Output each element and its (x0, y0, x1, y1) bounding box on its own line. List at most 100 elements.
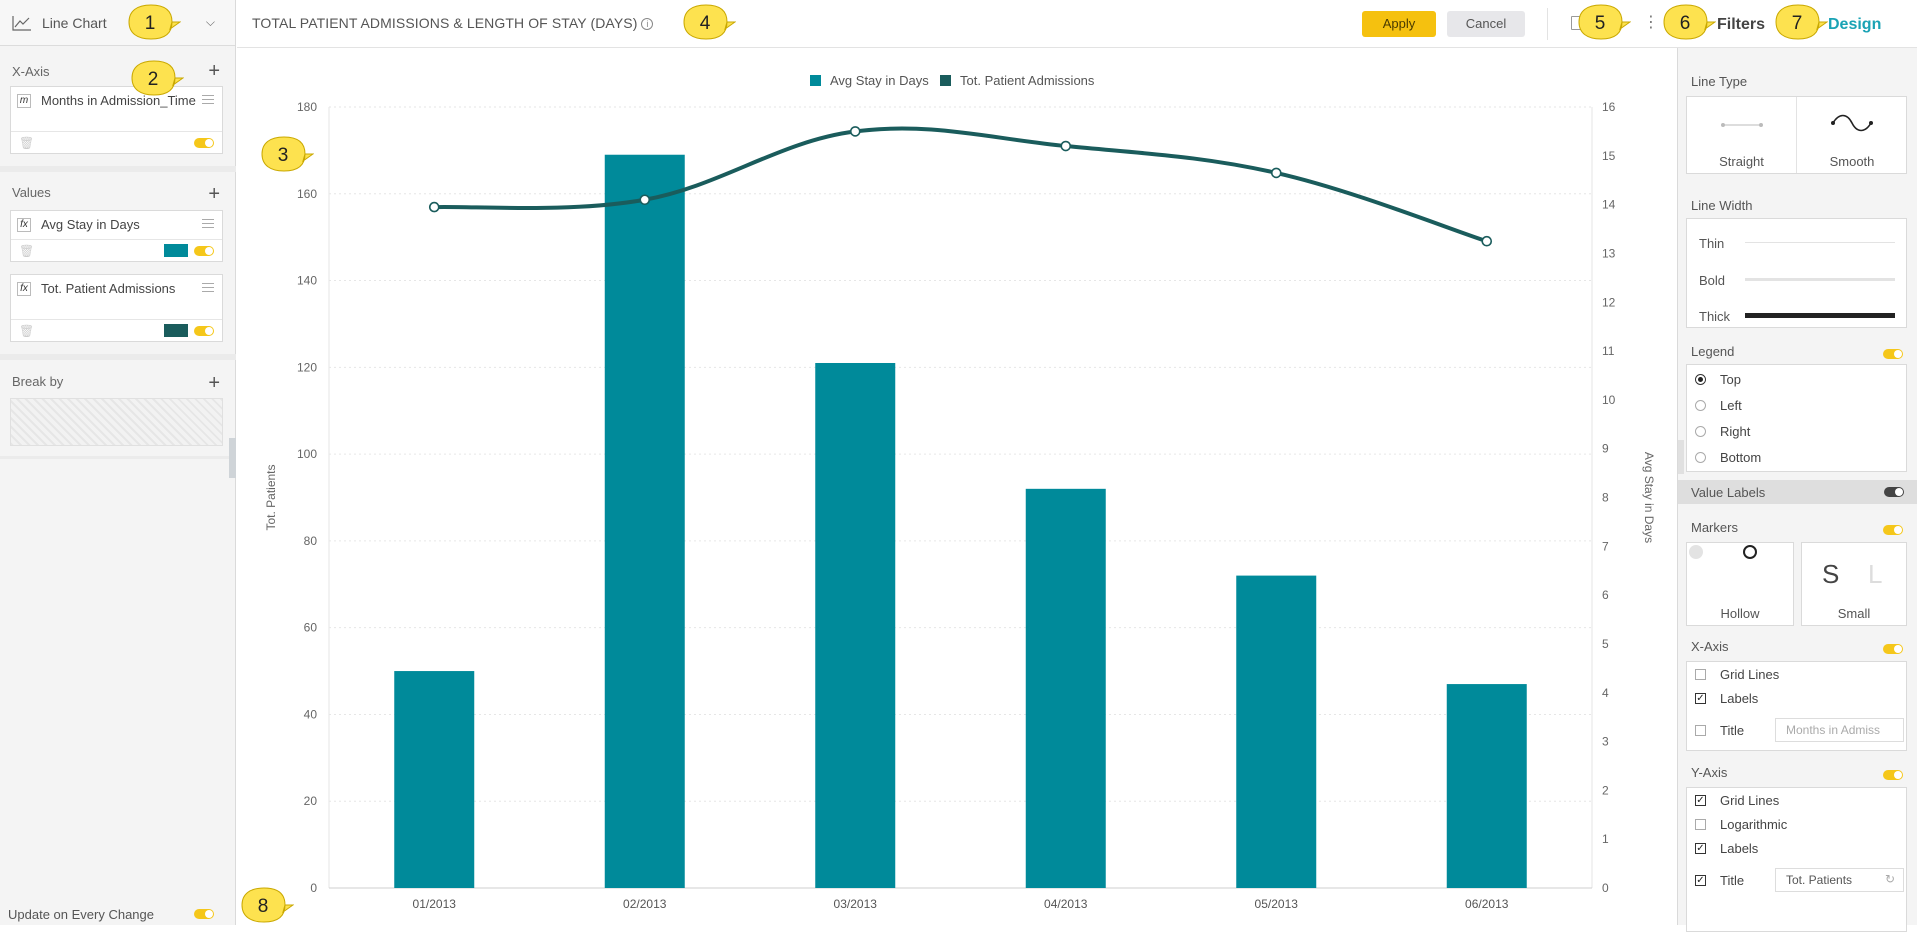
x-grid-lines-option[interactable]: Grid Lines (1695, 667, 1779, 682)
y-grid-lines-label: Grid Lines (1720, 793, 1780, 808)
checkbox-checked[interactable]: ✓ (1695, 693, 1706, 704)
y-axis-toggle[interactable] (1883, 770, 1903, 780)
drag-handle-icon[interactable] (202, 95, 214, 105)
legend-toggle[interactable] (1883, 349, 1903, 359)
y-grid-lines-option[interactable]: ✓ Grid Lines (1695, 793, 1779, 808)
left-tick-label: 0 (310, 881, 317, 895)
checkbox[interactable] (1695, 725, 1706, 736)
x-title-label: Title (1720, 723, 1745, 738)
legend-left-option[interactable]: Left (1695, 398, 1742, 413)
design-panel: Line Type Straight Smooth Line Width Thi… (1677, 48, 1917, 932)
legend-right-label: Right (1720, 424, 1751, 439)
left-tick-label: 60 (304, 621, 318, 635)
value-field-toggle[interactable] (194, 325, 214, 336)
hollow-marker-icon (1743, 545, 1757, 559)
checkbox-checked[interactable]: ✓ (1695, 795, 1706, 806)
right-tick-label: 0 (1602, 881, 1609, 895)
x-title-option[interactable]: Title (1695, 723, 1744, 738)
value-field-card[interactable]: fx Tot. Patient Admissions 🗑 (10, 274, 223, 342)
y-axis-options: ✓ Grid Lines Logarithmic ✓ Labels ✓ Title T… (1686, 787, 1907, 932)
value-field-card[interactable]: fx Avg Stay in Days 🗑 (10, 210, 223, 262)
callout-bubble-icon: 1 (128, 4, 182, 40)
line-width-bold[interactable]: Bold (1699, 273, 1726, 288)
tab-design[interactable]: Design (1828, 16, 1882, 33)
cancel-button[interactable]: Cancel (1447, 11, 1525, 37)
series-color-swatch[interactable] (164, 324, 188, 337)
radio[interactable] (1695, 426, 1706, 437)
y-title-label: Title (1720, 873, 1745, 888)
marker-style-option[interactable]: Hollow (1686, 542, 1794, 626)
trash-icon[interactable]: 🗑 (19, 135, 35, 150)
section-divider (0, 354, 236, 360)
chevron-down-icon[interactable]: ⌵ (205, 15, 215, 29)
right-tick-label: 6 (1602, 588, 1609, 602)
line-width-thick[interactable]: Thick (1699, 309, 1731, 324)
y-labels-option[interactable]: ✓ Labels (1695, 841, 1758, 856)
legend-top-option[interactable]: Top (1695, 372, 1741, 387)
more-options-icon[interactable]: ⋮ (1643, 14, 1659, 31)
series-color-swatch[interactable] (164, 244, 188, 257)
marker-size-option[interactable]: S L Small (1801, 542, 1907, 626)
x-axis-field-toggle[interactable] (194, 137, 214, 148)
legend-right-option[interactable]: Right (1695, 424, 1750, 439)
y-axis-title-input[interactable]: Tot. Patients ↻ (1775, 868, 1904, 892)
radio[interactable] (1695, 452, 1706, 463)
apply-button[interactable]: Apply (1362, 11, 1436, 37)
legend-bottom-option[interactable]: Bottom (1695, 450, 1761, 465)
trash-icon[interactable]: 🗑 (19, 243, 35, 258)
line-width-options: Thin Bold Thick (1686, 218, 1907, 328)
add-break-by-button[interactable]: + (208, 372, 220, 394)
value-field-label: Avg Stay in Days (41, 217, 140, 232)
checkbox[interactable] (1695, 669, 1706, 680)
radio[interactable] (1695, 400, 1706, 411)
thick-line-preview (1745, 313, 1895, 318)
tab-filters[interactable]: Filters (1717, 16, 1766, 33)
y-logarithmic-option[interactable]: Logarithmic (1695, 817, 1787, 832)
right-tick-label: 8 (1602, 491, 1609, 505)
add-x-axis-field-button[interactable]: + (208, 60, 220, 82)
checkbox[interactable] (1695, 819, 1706, 830)
x-axis-field-card[interactable]: m Months in Admission_Time 🗑 (10, 86, 223, 154)
value-field-toggle[interactable] (194, 245, 214, 256)
value-labels-toggle[interactable] (1884, 487, 1904, 497)
marker-style-label: Hollow (1720, 606, 1760, 621)
line-type-straight[interactable]: Straight (1687, 97, 1797, 173)
update-on-change-toggle[interactable] (194, 909, 214, 919)
callout-6: 6 (1660, 2, 1717, 42)
x-axis-title-input[interactable]: Months in Admiss (1775, 718, 1904, 742)
right-panel-collapse-handle[interactable] (1678, 440, 1684, 474)
left-panel-collapse-handle[interactable] (229, 438, 236, 478)
info-icon[interactable]: i (641, 18, 654, 30)
radio-selected[interactable] (1695, 374, 1706, 385)
trash-icon[interactable]: 🗑 (19, 323, 35, 338)
widget-title[interactable]: TOTAL PATIENT ADMISSIONS & LENGTH OF STA… (252, 15, 654, 31)
line-width-thin[interactable]: Thin (1699, 236, 1725, 251)
bar (1446, 684, 1527, 888)
field-type-badge: m (17, 94, 31, 108)
line-type-smooth[interactable]: Smooth (1797, 97, 1907, 173)
add-value-button[interactable]: + (208, 183, 220, 205)
break-by-drop-zone[interactable] (10, 398, 223, 446)
x-labels-option[interactable]: ✓ Labels (1695, 691, 1758, 706)
reset-icon[interactable]: ↻ (1884, 872, 1895, 886)
x-tick-label: 06/2013 (1465, 897, 1509, 911)
right-tick-label: 9 (1602, 442, 1609, 456)
x-tick-label: 01/2013 (413, 897, 457, 911)
drag-handle-icon[interactable] (202, 283, 214, 293)
y-title-option[interactable]: ✓ Title (1695, 873, 1744, 888)
legend-swatch (940, 75, 951, 86)
checkbox-checked[interactable]: ✓ (1695, 875, 1706, 886)
markers-title: Markers (1691, 520, 1738, 535)
value-labels-row: Value Labels (1678, 480, 1917, 504)
left-tick-label: 80 (304, 534, 318, 548)
chart-type-selector[interactable]: Line Chart ⌵ (0, 0, 235, 46)
x-axis-toggle[interactable] (1883, 644, 1903, 654)
callout-number: 1 (145, 13, 156, 34)
design-y-axis-title: Y-Axis (1691, 765, 1728, 780)
right-tick-label: 3 (1602, 735, 1609, 749)
markers-toggle[interactable] (1883, 525, 1903, 535)
checkbox-checked[interactable]: ✓ (1695, 843, 1706, 854)
callout-8: 8 (238, 885, 295, 925)
drag-handle-icon[interactable] (202, 219, 214, 229)
left-axis-title: Tot. Patients (264, 464, 278, 530)
